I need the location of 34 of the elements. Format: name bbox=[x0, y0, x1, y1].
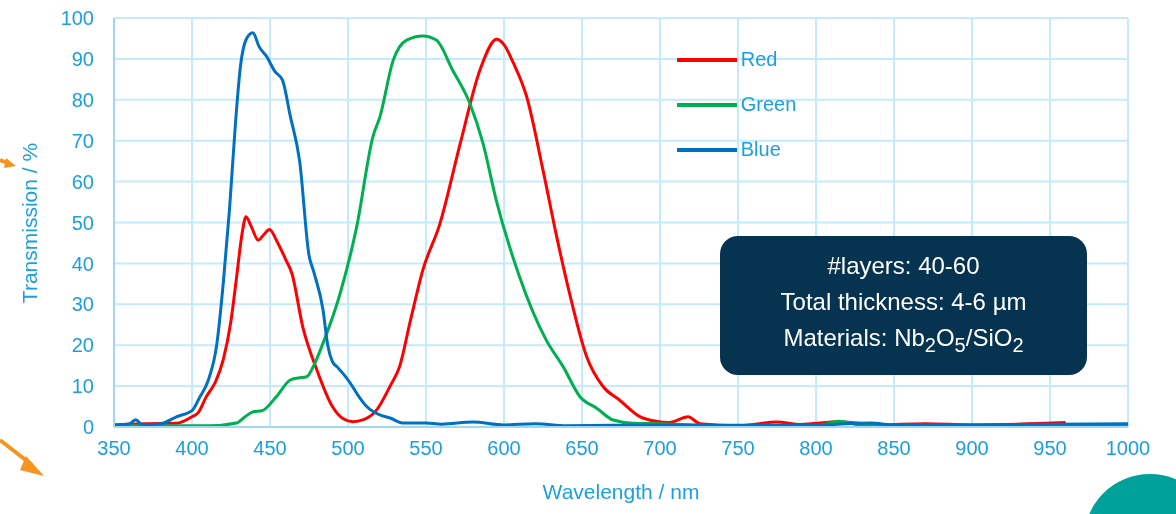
x-tick-label: 750 bbox=[721, 437, 755, 460]
y-tick-label: 100 bbox=[60, 7, 94, 30]
x-tick-label: 350 bbox=[97, 437, 131, 460]
x-tick-label: 1000 bbox=[1105, 437, 1151, 460]
y-tick-label: 90 bbox=[71, 48, 94, 70]
y-axis-title: Transmission / % bbox=[18, 142, 42, 303]
x-tick-label: 550 bbox=[409, 437, 443, 460]
x-tick-label: 600 bbox=[487, 437, 521, 460]
legend-label: Green bbox=[740, 93, 797, 116]
annotation: Total thickness: 4-6 µm bbox=[780, 287, 1027, 318]
y-tick-label: 80 bbox=[71, 88, 94, 111]
legend-label: Blue bbox=[740, 138, 781, 161]
x-tick-label: 500 bbox=[331, 437, 365, 460]
y-tick-label: 40 bbox=[71, 252, 94, 275]
x-tick-label: 400 bbox=[175, 437, 209, 460]
note-box: #layers: 40-60 Total thickness: 4-6 µm Materials: Nb$_{2}$O$_{5}$/SiO$_{2}$ bbox=[720, 236, 1087, 375]
x-tick-label: 650 bbox=[565, 437, 599, 460]
y-tick-label: 0 bbox=[82, 416, 94, 439]
y-tick-label: 50 bbox=[71, 211, 94, 234]
y-tick-label: 60 bbox=[71, 170, 94, 193]
x-axis-title: Wavelength / nm bbox=[541, 480, 701, 504]
y-tick-label: 20 bbox=[71, 334, 94, 357]
annotation: #layers: 40-60 bbox=[827, 251, 980, 282]
x-tick-label: 450 bbox=[253, 437, 287, 460]
annotation: Materials: Nb$_{2}$O$_{5}$/SiO$_{2}$ bbox=[783, 323, 1024, 358]
y-tick-label: 10 bbox=[71, 375, 94, 398]
x-tick-label: 700 bbox=[643, 437, 677, 460]
legend-label: Red bbox=[740, 48, 778, 71]
y-tick-label: 30 bbox=[71, 293, 94, 316]
y-tick-label: 70 bbox=[71, 129, 94, 152]
x-tick-label: 900 bbox=[955, 437, 989, 460]
x-tick-label: 800 bbox=[799, 437, 833, 460]
x-tick-label: 850 bbox=[877, 437, 911, 460]
x-tick-label: 950 bbox=[1033, 437, 1067, 460]
